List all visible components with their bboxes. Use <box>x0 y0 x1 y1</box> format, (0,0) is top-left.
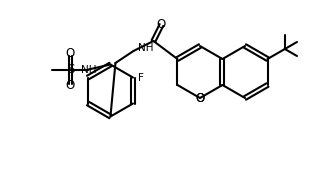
Circle shape <box>65 63 76 75</box>
Circle shape <box>133 71 145 84</box>
Text: O: O <box>195 92 205 105</box>
Circle shape <box>66 52 75 63</box>
Text: O: O <box>66 47 75 60</box>
Text: O: O <box>66 79 75 92</box>
Circle shape <box>157 20 166 30</box>
Text: O: O <box>157 18 166 32</box>
Circle shape <box>81 63 95 77</box>
Text: F: F <box>138 73 144 82</box>
Circle shape <box>136 39 151 53</box>
Text: S: S <box>67 63 74 76</box>
Text: NH: NH <box>81 65 96 74</box>
Circle shape <box>195 93 205 103</box>
Text: O: O <box>195 92 205 105</box>
Circle shape <box>66 77 75 86</box>
Text: NH: NH <box>138 43 153 53</box>
